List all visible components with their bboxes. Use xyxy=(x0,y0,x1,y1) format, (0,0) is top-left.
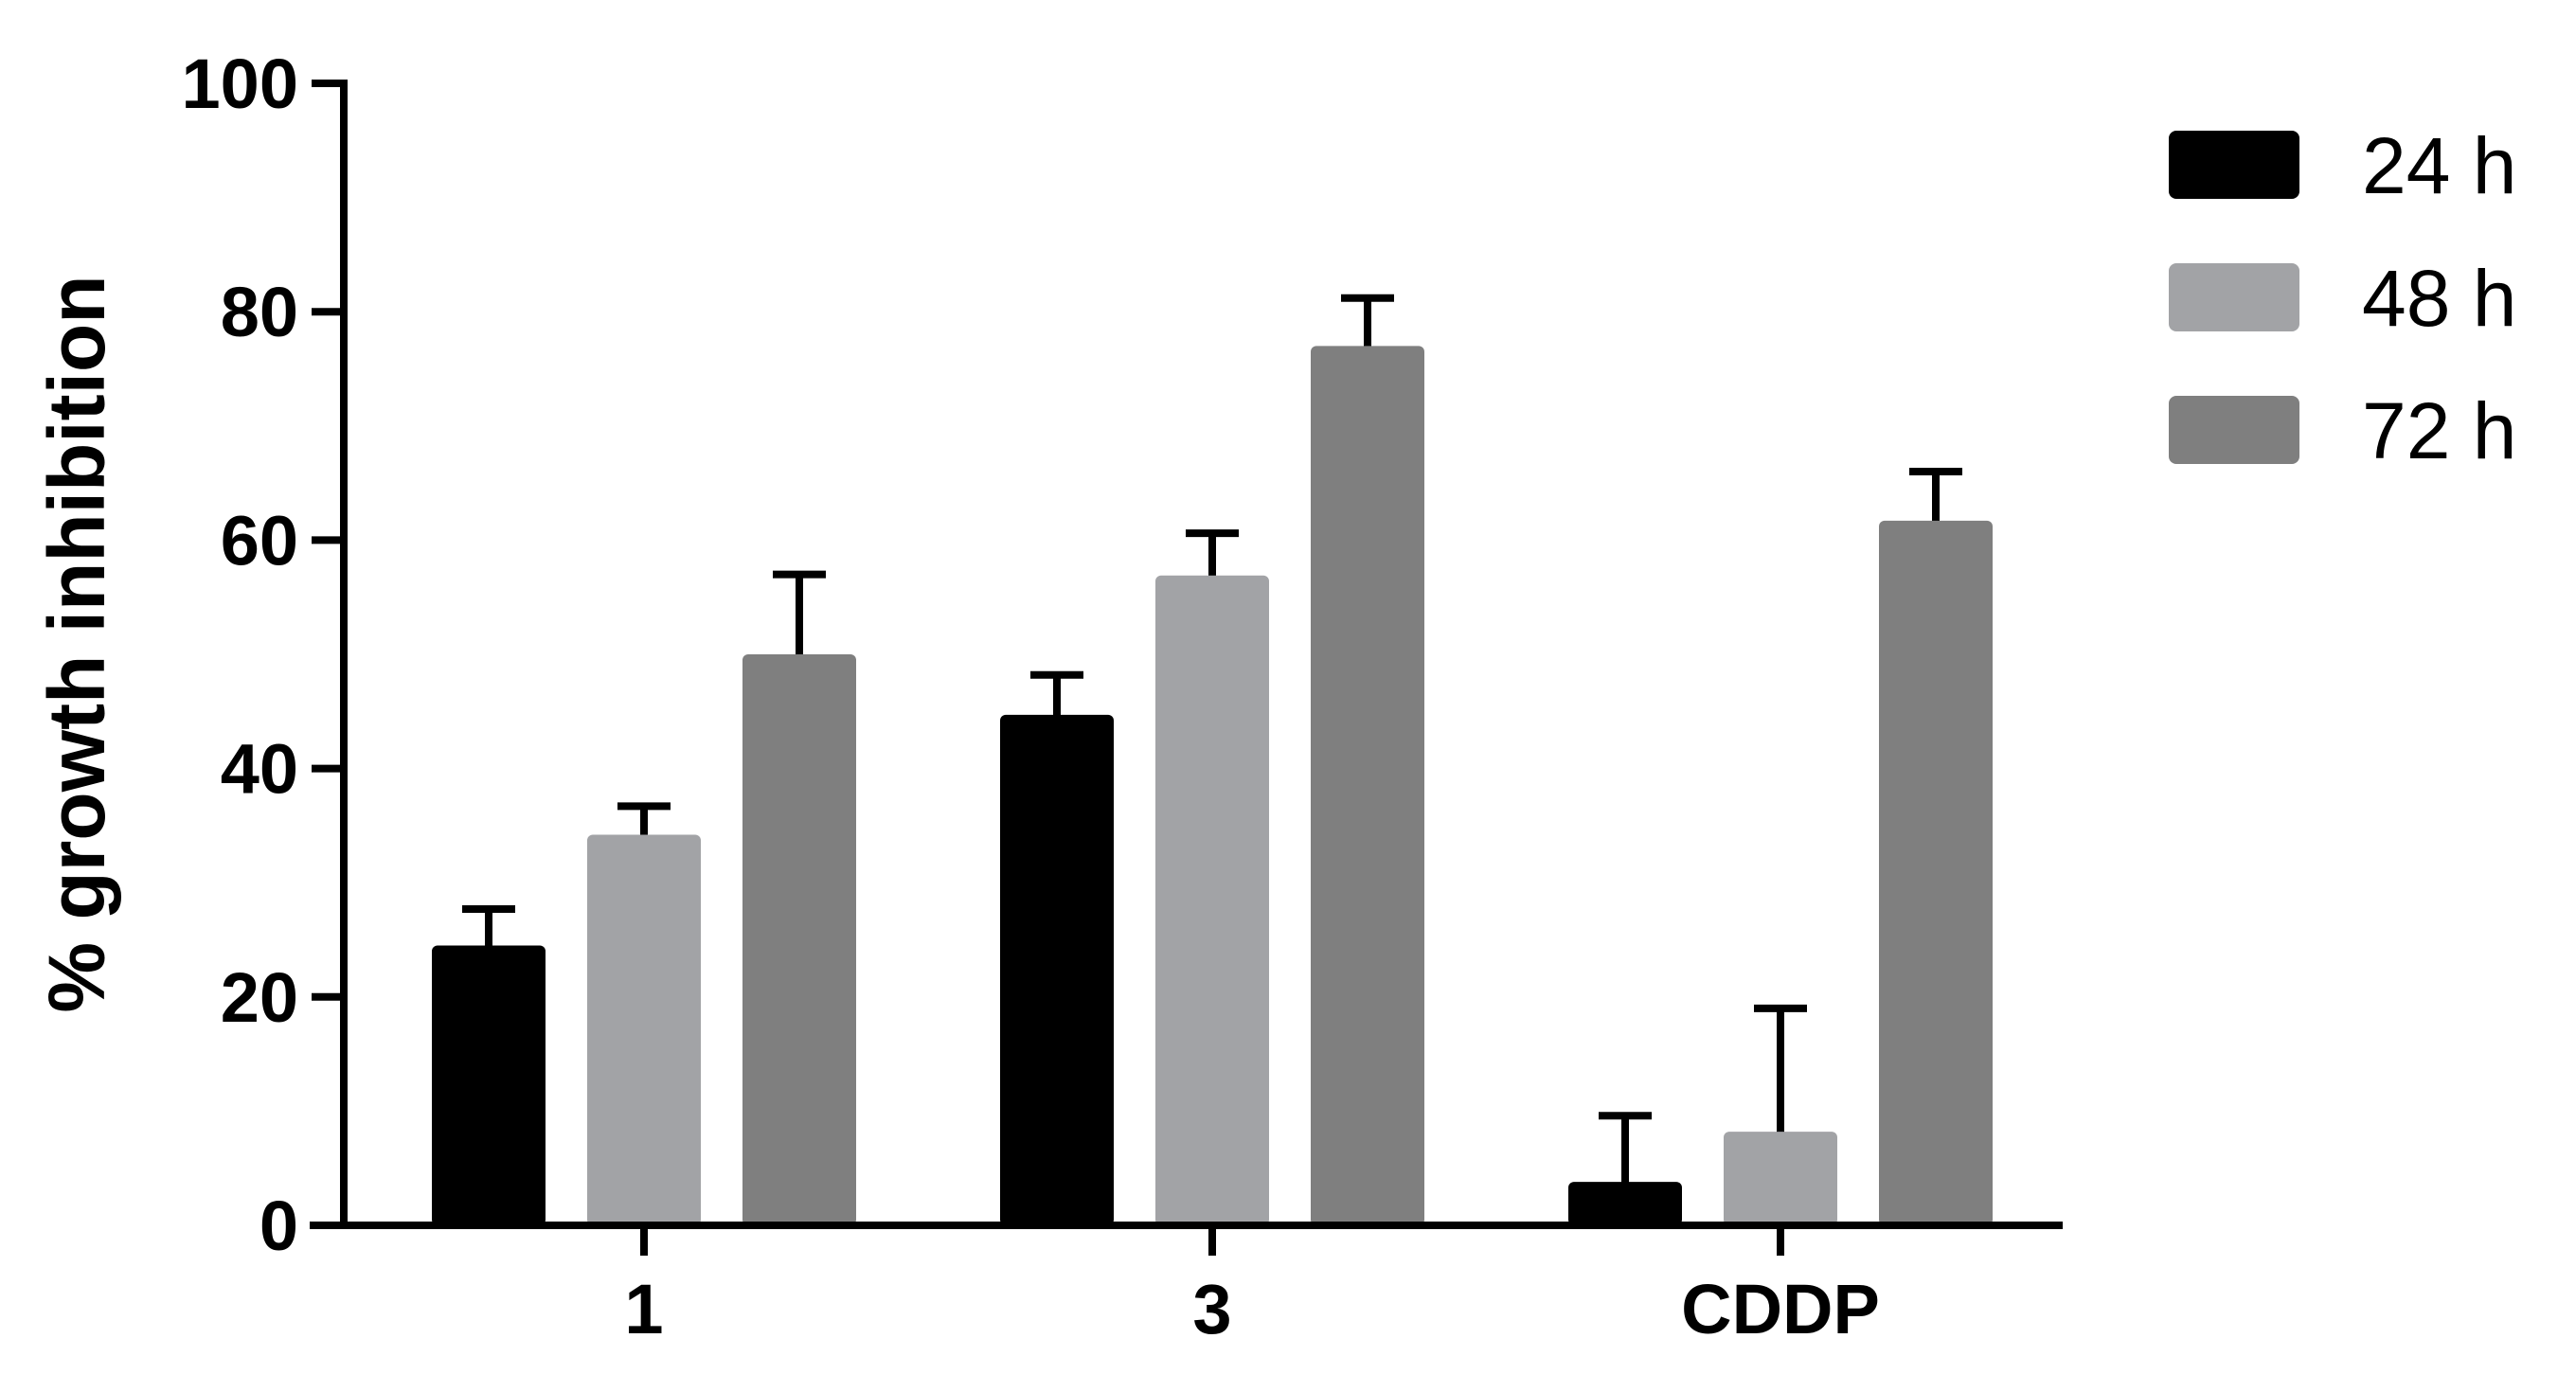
legend-swatch xyxy=(2169,396,2299,464)
y-tick-label: 60 xyxy=(221,501,298,580)
bar xyxy=(1000,714,1114,1225)
plot-area: 0 20 40 60 80 100 1 3 CDDP xyxy=(182,45,2063,1348)
bar xyxy=(1311,346,1424,1225)
bar xyxy=(1724,1132,1837,1225)
legend-swatch xyxy=(2169,131,2299,199)
legend-swatch xyxy=(2169,263,2299,331)
x-tick-label: 1 xyxy=(624,1270,663,1348)
bar xyxy=(587,834,701,1225)
legend-label: 24 h xyxy=(2362,121,2517,210)
legend-label: 72 h xyxy=(2362,386,2517,475)
bar xyxy=(1879,520,1993,1225)
y-tick-label: 40 xyxy=(221,730,298,809)
y-tick-label: 100 xyxy=(182,45,298,123)
legend: 24 h 48 h 72 h xyxy=(2169,121,2517,475)
x-tick-label: 3 xyxy=(1192,1270,1231,1348)
bar xyxy=(432,945,546,1225)
bar xyxy=(1568,1182,1682,1225)
y-tick-label: 20 xyxy=(221,958,298,1037)
y-tick-label: 0 xyxy=(259,1187,298,1265)
x-tick-label: CDDP xyxy=(1681,1270,1880,1348)
y-tick-label: 80 xyxy=(221,273,298,351)
bar xyxy=(1155,575,1269,1225)
y-axis-title: % growth inhibition xyxy=(32,275,121,1012)
bar xyxy=(742,654,856,1225)
legend-label: 48 h xyxy=(2362,254,2517,343)
